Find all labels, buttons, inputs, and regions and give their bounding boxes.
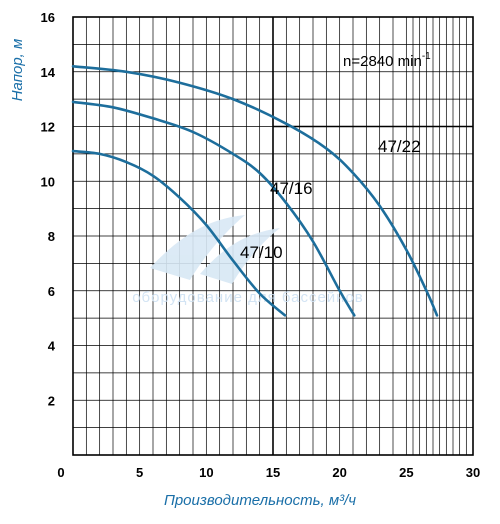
x-tick-label: 15 [266,465,280,480]
curve-labels: 47/10 47/16 47/22 [240,137,421,262]
watermark-logo [150,215,280,284]
x-axis-label: Производительность, м³/ч [164,492,356,509]
y-tick-label: 10 [41,174,55,189]
curve-label-47-16: 47/16 [270,179,313,198]
watermark-text: оборудование для бассейнов [132,289,364,306]
curve-47-10 [71,149,287,317]
curve-label-47-22: 47/22 [378,137,421,156]
watermark: оборудование для бассейнов [132,215,364,306]
ticks: 0 5 10 15 20 25 30 2 4 6 8 10 12 14 16 [41,10,481,480]
y-tick-label: 14 [41,65,56,80]
y-tick-label: 12 [41,120,55,135]
curve-label-47-10: 47/10 [240,243,283,262]
speed-label: n=2840 min-1 [343,51,431,70]
x-tick-label: 30 [466,465,480,480]
x-tick-label: 5 [136,465,143,480]
curves [71,65,439,317]
y-tick-label: 6 [48,284,55,299]
y-tick-label: 4 [48,339,56,354]
grid [72,16,474,456]
x-tick-label: 25 [399,465,413,480]
speed-label-superscript: -1 [422,51,431,62]
y-tick-label: 8 [48,229,55,244]
x-tick-label: 10 [199,465,213,480]
curve-47-22 [71,65,439,317]
x-tick-label: 20 [332,465,346,480]
plot-frame [72,16,474,456]
y-tick-label: 16 [41,10,55,25]
x-tick-label: 0 [57,465,64,480]
y-tick-label: 2 [48,393,55,408]
curve-47-16 [71,100,356,317]
y-axis-label: Напор, м [9,39,26,102]
